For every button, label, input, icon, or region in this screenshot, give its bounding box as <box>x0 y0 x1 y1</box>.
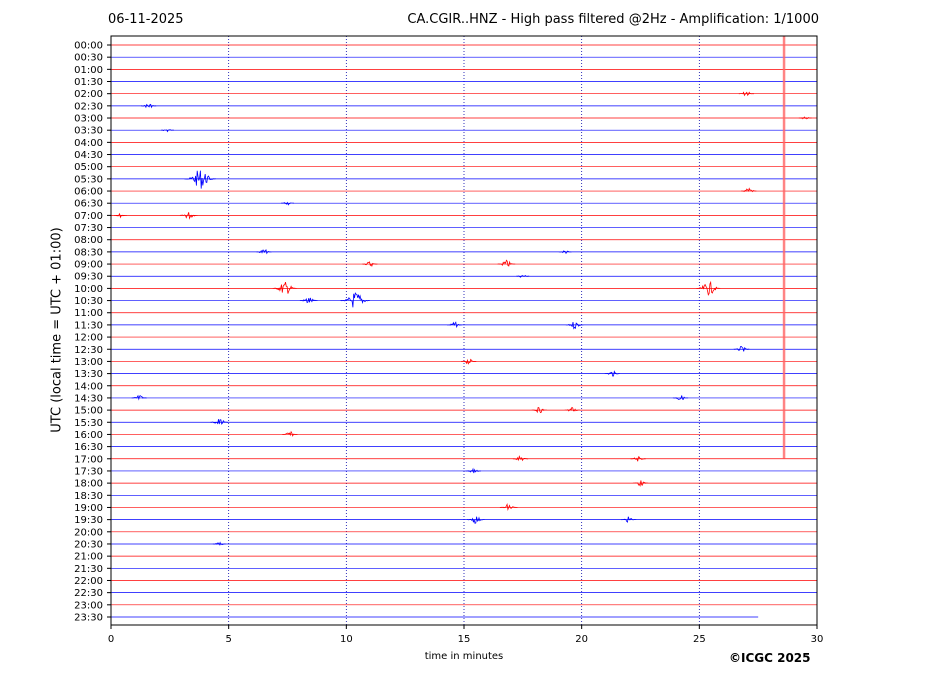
y-tick-label: 21:30 <box>74 564 103 575</box>
y-tick-label: 22:30 <box>74 588 103 599</box>
y-tick-label: 18:00 <box>74 479 103 490</box>
y-tick-label: 08:30 <box>74 247 103 258</box>
seismic-event <box>499 502 518 512</box>
y-tick-label: 11:00 <box>74 308 103 319</box>
seismic-event <box>184 170 216 189</box>
y-tick-label: 01:00 <box>74 65 103 76</box>
seismic-event <box>272 281 297 294</box>
y-tick-label: 18:30 <box>74 491 103 502</box>
seismic-event <box>512 455 529 462</box>
seismic-event <box>141 103 157 109</box>
y-tick-label: 14:30 <box>74 393 103 404</box>
seismic-event <box>672 395 689 400</box>
seismic-event <box>632 480 649 487</box>
y-tick-label: 21:00 <box>74 552 103 563</box>
seismic-event <box>621 516 637 523</box>
y-tick-label: 04:00 <box>74 138 103 149</box>
seismic-event <box>733 345 750 352</box>
x-tick-label: 5 <box>225 634 231 645</box>
y-tick-label: 22:00 <box>74 576 103 587</box>
seismic-event <box>282 430 298 437</box>
y-tick-label: 00:30 <box>74 53 103 64</box>
y-tick-label: 10:00 <box>74 284 103 295</box>
y-tick-label: 09:00 <box>74 260 103 271</box>
y-tick-label: 12:00 <box>74 333 103 344</box>
y-tick-label: 00:00 <box>74 41 103 52</box>
y-tick-label: 03:00 <box>74 114 103 125</box>
y-tick-label: 16:00 <box>74 430 103 441</box>
y-tick-label: 03:30 <box>74 126 103 137</box>
plot-date: 06-11-2025 <box>108 12 184 27</box>
x-tick-label: 30 <box>811 634 824 645</box>
seismic-event <box>604 370 620 377</box>
x-tick-label: 0 <box>108 634 114 645</box>
y-tick-label: 07:00 <box>74 211 103 222</box>
seismic-event <box>741 187 757 193</box>
y-tick-label: 16:30 <box>74 442 103 453</box>
y-tick-label: 15:30 <box>74 418 103 429</box>
seismic-event <box>210 419 229 425</box>
x-tick-label: 15 <box>458 634 471 645</box>
y-tick-label: 23:30 <box>74 612 103 623</box>
y-tick-label: 19:30 <box>74 515 103 526</box>
seismic-event <box>362 261 378 268</box>
seismic-event <box>161 129 174 133</box>
y-tick-label: 17:30 <box>74 466 103 477</box>
seismic-event <box>630 456 646 462</box>
y-tick-label: 05:30 <box>74 174 103 185</box>
seismic-event <box>256 249 272 255</box>
seismic-event <box>114 212 127 219</box>
x-tick-label: 10 <box>340 634 353 645</box>
y-tick-label: 20:30 <box>74 539 103 550</box>
y-tick-label: 01:30 <box>74 77 103 88</box>
y-tick-label: 08:00 <box>74 235 103 246</box>
seismic-event <box>461 358 477 365</box>
seismic-event <box>531 407 547 414</box>
seismic-event <box>465 467 482 474</box>
seismic-event <box>447 321 463 329</box>
y-tick-label: 09:30 <box>74 272 103 283</box>
y-tick-label: 02:00 <box>74 89 103 100</box>
y-tick-label: 07:30 <box>74 223 103 234</box>
x-axis-label: time in minutes <box>424 651 504 662</box>
y-tick-label: 13:30 <box>74 369 103 380</box>
x-tick-label: 20 <box>575 634 588 645</box>
seismic-event <box>558 250 572 255</box>
seismic-event <box>738 91 754 97</box>
seismic-event <box>467 516 485 524</box>
y-tick-label: 06:30 <box>74 199 103 210</box>
y-tick-label: 23:00 <box>74 600 103 611</box>
y-tick-label: 02:30 <box>74 101 103 112</box>
y-tick-label: 20:00 <box>74 527 103 538</box>
y-tick-label: 11:30 <box>74 320 103 331</box>
seismic-event <box>565 322 584 330</box>
x-tick-label: 25 <box>693 634 706 645</box>
seismic-event <box>131 394 147 401</box>
plot-title: CA.CGIR..HNZ - High pass filtered @2Hz -… <box>407 12 819 27</box>
seismic-event <box>281 201 294 206</box>
seismic-event <box>497 259 516 267</box>
y-tick-label: 19:00 <box>74 503 103 514</box>
y-tick-label: 13:00 <box>74 357 103 368</box>
seismic-event <box>212 541 226 546</box>
seismic-event <box>696 280 721 296</box>
y-tick-label: 10:30 <box>74 296 103 307</box>
y-tick-label: 15:00 <box>74 406 103 417</box>
seismic-event <box>516 274 530 278</box>
y-tick-label: 17:00 <box>74 454 103 465</box>
y-tick-label: 12:30 <box>74 345 103 356</box>
seismic-event <box>564 406 580 412</box>
y-tick-label: 14:00 <box>74 381 103 392</box>
y-tick-label: 04:30 <box>74 150 103 161</box>
copyright-label: ©ICGC 2025 <box>729 651 811 665</box>
y-tick-label: 05:00 <box>74 162 103 173</box>
seismic-event <box>798 116 812 120</box>
seismic-event <box>179 212 198 220</box>
seismic-event <box>299 297 318 304</box>
y-tick-label: 06:00 <box>74 187 103 198</box>
seismic-event <box>340 292 370 308</box>
